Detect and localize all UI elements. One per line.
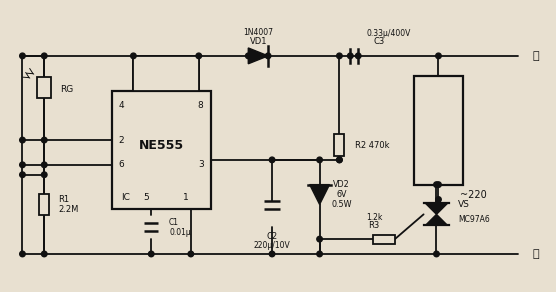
- Text: 0.33μ/400V: 0.33μ/400V: [367, 29, 411, 38]
- Bar: [414, 76, 463, 185]
- Circle shape: [19, 137, 25, 143]
- Circle shape: [42, 137, 47, 143]
- Circle shape: [246, 53, 251, 59]
- Bar: [112, 91, 211, 209]
- Circle shape: [269, 251, 275, 257]
- Circle shape: [188, 251, 193, 257]
- Text: 3: 3: [198, 160, 203, 169]
- Text: 2: 2: [118, 135, 125, 145]
- Circle shape: [317, 157, 322, 163]
- Text: 灯: 灯: [435, 133, 442, 143]
- Polygon shape: [425, 214, 448, 225]
- Circle shape: [317, 236, 322, 242]
- Text: NE555: NE555: [138, 138, 183, 152]
- Bar: [373, 235, 395, 244]
- Circle shape: [436, 197, 441, 202]
- Circle shape: [355, 53, 361, 59]
- Text: 4: 4: [118, 101, 125, 110]
- Bar: [133, 56, 198, 91]
- Bar: [37, 77, 51, 98]
- Text: RG: RG: [60, 85, 73, 94]
- Text: ~220: ~220: [460, 190, 486, 199]
- Text: VS: VS: [458, 200, 470, 209]
- Polygon shape: [425, 204, 448, 214]
- Circle shape: [317, 251, 322, 257]
- Circle shape: [434, 251, 439, 257]
- Text: IC: IC: [121, 193, 130, 202]
- Circle shape: [196, 53, 201, 59]
- Circle shape: [348, 53, 353, 59]
- Polygon shape: [310, 185, 330, 204]
- Circle shape: [269, 157, 275, 163]
- Text: C1
0.01μ: C1 0.01μ: [169, 218, 191, 237]
- Circle shape: [434, 182, 439, 187]
- Circle shape: [42, 53, 47, 59]
- Bar: [335, 134, 344, 156]
- Text: VD2
6V
0.5W: VD2 6V 0.5W: [331, 180, 351, 209]
- Bar: [39, 194, 49, 215]
- Text: R2 470k: R2 470k: [355, 140, 390, 150]
- Text: R3: R3: [369, 221, 380, 230]
- Text: 1N4007: 1N4007: [243, 27, 273, 36]
- Circle shape: [265, 53, 271, 59]
- Circle shape: [19, 172, 25, 178]
- Circle shape: [19, 251, 25, 257]
- Circle shape: [336, 53, 342, 59]
- Circle shape: [436, 182, 441, 187]
- Text: 220μ/10V: 220μ/10V: [254, 241, 290, 250]
- Circle shape: [131, 53, 136, 59]
- Text: 节能: 节能: [432, 117, 445, 127]
- Text: 6: 6: [118, 160, 125, 169]
- Circle shape: [42, 162, 47, 168]
- Text: R1
2.2M: R1 2.2M: [58, 195, 78, 214]
- Circle shape: [336, 157, 342, 163]
- Circle shape: [42, 251, 47, 257]
- Circle shape: [436, 53, 441, 59]
- Text: MC97A6: MC97A6: [458, 215, 490, 224]
- Polygon shape: [249, 48, 268, 64]
- Circle shape: [336, 157, 342, 163]
- Text: 1.2k: 1.2k: [366, 213, 383, 222]
- Circle shape: [42, 172, 47, 178]
- Text: C3: C3: [374, 37, 385, 46]
- Text: 1: 1: [183, 193, 188, 202]
- Circle shape: [19, 53, 25, 59]
- Text: C2: C2: [266, 232, 277, 241]
- Text: 5: 5: [143, 193, 149, 202]
- Circle shape: [148, 251, 154, 257]
- Text: 地: 地: [532, 249, 539, 259]
- Circle shape: [19, 162, 25, 168]
- Text: VD1: VD1: [250, 36, 267, 46]
- Text: 8: 8: [198, 101, 203, 110]
- Text: 火: 火: [532, 51, 539, 61]
